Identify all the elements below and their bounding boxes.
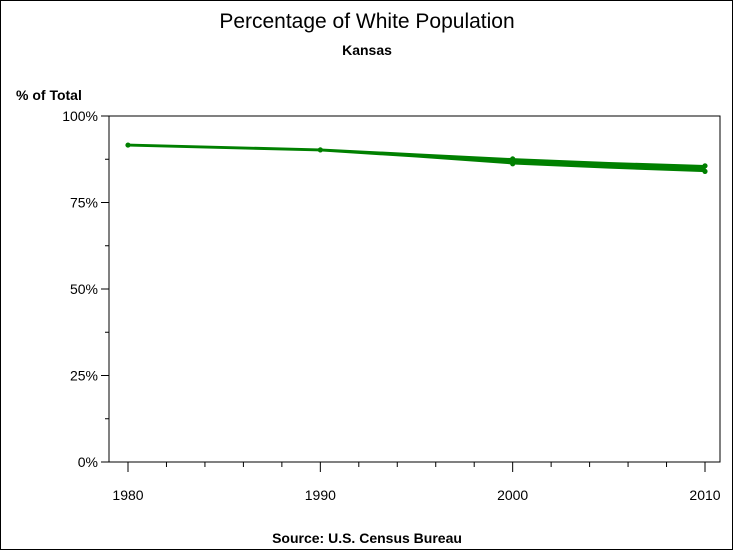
data-point-marker [510, 161, 516, 167]
y-tick-label: 50% [70, 281, 98, 297]
x-tick-label: 1990 [305, 487, 336, 503]
chart-title: Percentage of White Population [219, 10, 514, 33]
data-point-marker [125, 142, 131, 148]
y-tick-label: 75% [70, 195, 98, 211]
data-point-marker [317, 147, 323, 153]
x-tick-label: 1980 [112, 487, 143, 503]
series-group [125, 142, 708, 174]
chart-subtitle: Kansas [342, 42, 392, 58]
data-point-marker [510, 156, 516, 162]
y-axis-label: % of Total [16, 87, 82, 103]
y-tick-label: 100% [62, 108, 98, 124]
source-note: Source: U.S. Census Bureau [272, 530, 462, 546]
data-point-marker [702, 168, 708, 174]
y-tick-label: 25% [70, 368, 98, 384]
series-band-white-population [127, 143, 706, 173]
x-axis: 1980 1990 2000 2010 [112, 462, 721, 503]
data-point-marker [702, 163, 708, 169]
x-tick-label: 2010 [689, 487, 720, 503]
x-tick-label: 2000 [497, 487, 528, 503]
y-axis: 0% 25% 50% 75% 100% [62, 108, 109, 470]
y-tick-label: 0% [78, 454, 98, 470]
